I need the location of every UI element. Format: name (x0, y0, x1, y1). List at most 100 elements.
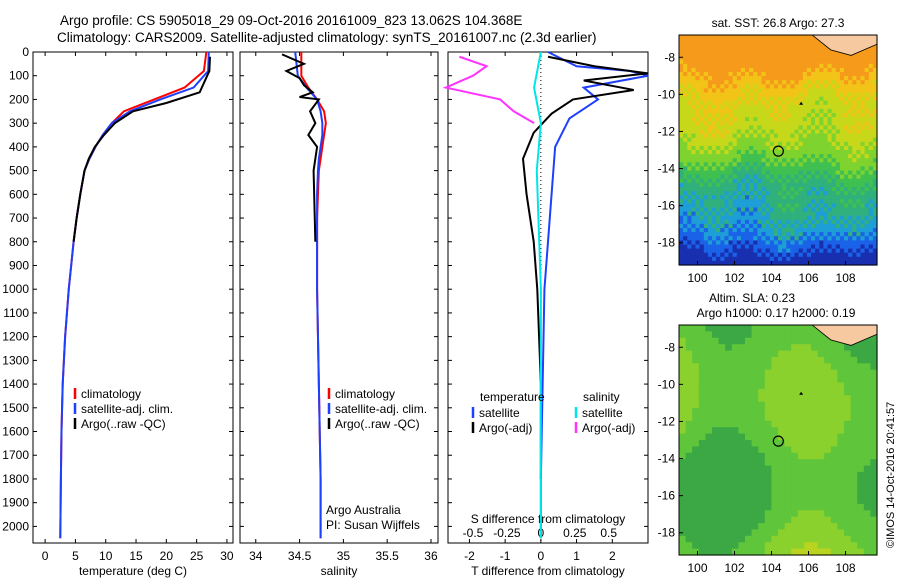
legend-label: climatology (335, 387, 395, 401)
series-line-argo-raw-qc- (72, 56, 211, 242)
depth-tick-label: 2000 (2, 519, 29, 533)
depth-tick-label: 1800 (2, 472, 29, 486)
x-tick-label: 25 (190, 549, 204, 563)
x-tick-label: 34.5 (288, 549, 312, 563)
x-tick-label: -2 (464, 549, 475, 563)
x-tick-label: 1 (573, 549, 580, 563)
annotation-text: Argo Australia (326, 503, 401, 517)
legend-label: Argo(-adj) (479, 421, 532, 435)
map-x-tick-label: 108 (836, 561, 856, 575)
sst-map-frame (678, 34, 878, 266)
argo-position-marker (772, 435, 784, 447)
series-line-salinity-satellite (533, 51, 542, 539)
x-tick-label: 35.5 (376, 549, 400, 563)
top-x-tick-label: -0.5 (463, 526, 484, 540)
depth-tick-label: 400 (9, 140, 29, 154)
legend-label: satellite (479, 406, 520, 420)
map-x-tick-label: 106 (799, 271, 819, 285)
x-tick-label: 36 (424, 549, 438, 563)
panel-frame-temperature (32, 51, 234, 544)
series-line-argo-raw-qc- (281, 53, 321, 242)
island-marker (799, 391, 804, 395)
depth-tick-label: 1300 (2, 353, 29, 367)
depth-tick-label: 900 (9, 258, 29, 272)
depth-tick-label: 500 (9, 164, 29, 178)
legend-title: temperature (480, 390, 545, 404)
depth-tick-label: 1600 (2, 425, 29, 439)
island-marker (799, 101, 804, 105)
credit-text: ©IMOS 14-Oct-2016 20:41:57 (885, 402, 897, 548)
panel-frame-difference (447, 51, 649, 544)
x-tick-label: 30 (220, 549, 234, 563)
legend-label: satellite (582, 406, 623, 420)
map-y-tick-label: -14 (658, 162, 676, 176)
x-tick-label: 2 (609, 549, 616, 563)
sst-heatmap-cells (679, 35, 878, 266)
map-x-tick-label: 104 (762, 271, 782, 285)
x-tick-label: 15 (129, 549, 143, 563)
depth-tick-label: 100 (9, 69, 29, 83)
legend-label: climatology (81, 387, 141, 401)
map-y-tick-label: -16 (658, 489, 676, 503)
map-y-tick-label: -12 (658, 414, 676, 428)
depth-tick-label: 1700 (2, 448, 29, 462)
depth-tick-label: 1100 (3, 306, 29, 320)
top-x-tick-label: 0.25 (563, 526, 587, 540)
map-x-tick-label: 104 (762, 561, 782, 575)
depth-tick-label: 1500 (2, 401, 29, 415)
map-y-tick-label: -18 (658, 526, 676, 540)
x-tick-label: -1 (500, 549, 511, 563)
sla-heatmap-cells (679, 325, 878, 556)
x-tick-label: 0 (538, 549, 545, 563)
depth-tick-label: 1900 (2, 496, 29, 510)
sst-map-title: sat. SST: 26.8 Argo: 27.3 (712, 16, 845, 30)
map-x-tick-label: 102 (724, 561, 744, 575)
argo-position-marker (772, 145, 784, 157)
sla-map-subtitle: Argo h1000: 0.17 h2000: 0.19 (697, 306, 856, 320)
map-x-tick-label: 100 (687, 271, 707, 285)
map-x-tick-label: 102 (724, 271, 744, 285)
sla-map-frame (678, 324, 878, 556)
depth-tick-label: 800 (9, 235, 29, 249)
annotation-text: PI: Susan Wijffels (326, 518, 420, 532)
x-axis-label: temperature (deg C) (79, 564, 187, 578)
x-tick-label: 35 (337, 549, 351, 563)
chart-title-line1: Argo profile: CS 5905018_29 09-Oct-2016 … (60, 13, 523, 28)
map-y-tick-label: -16 (658, 199, 676, 213)
depth-tick-label: 1200 (2, 330, 29, 344)
top-x-tick-label: -0.25 (493, 526, 521, 540)
depth-tick-label: 600 (9, 187, 29, 201)
map-y-tick-label: -8 (664, 340, 675, 354)
x-tick-label: 5 (72, 549, 79, 563)
depth-tick-label: 0 (22, 45, 29, 59)
sla-map-title: Altim. SLA: 0.23 (709, 291, 795, 305)
chart-title-line2: Climatology: CARS2009. Satellite-adjuste… (57, 30, 597, 45)
legend-label: satellite-adj. clim. (81, 402, 173, 416)
depth-tick-label: 1400 (2, 377, 29, 391)
x-axis-label: T difference from climatology (471, 564, 625, 578)
panel-frame-salinity (239, 51, 439, 544)
series-line-salinity-argo-adj- (442, 55, 535, 125)
depth-tick-label: 300 (9, 116, 29, 130)
depth-tick-label: 200 (9, 92, 29, 106)
x-tick-label: 10 (99, 549, 113, 563)
x-axis-label: salinity (321, 564, 358, 578)
map-x-tick-label: 100 (687, 561, 707, 575)
legend-label: Argo(-adj) (582, 421, 635, 435)
x-tick-label: 0 (42, 549, 49, 563)
map-y-tick-label: -10 (658, 377, 676, 391)
legend-label: Argo(..raw -QC) (81, 417, 166, 431)
map-y-tick-label: -14 (658, 452, 676, 466)
legend-title: salinity (583, 390, 620, 404)
depth-tick-label: 1000 (2, 282, 29, 296)
top-x-axis-label: S difference from climatology (471, 512, 626, 526)
depth-tick-label: 700 (9, 211, 29, 225)
x-tick-label: 20 (160, 549, 174, 563)
map-x-tick-label: 106 (799, 561, 819, 575)
map-y-tick-label: -12 (658, 124, 676, 138)
map-x-tick-label: 108 (836, 271, 856, 285)
x-tick-label: 34 (249, 549, 263, 563)
top-x-tick-label: 0.5 (600, 526, 617, 540)
map-y-tick-label: -8 (664, 50, 675, 64)
